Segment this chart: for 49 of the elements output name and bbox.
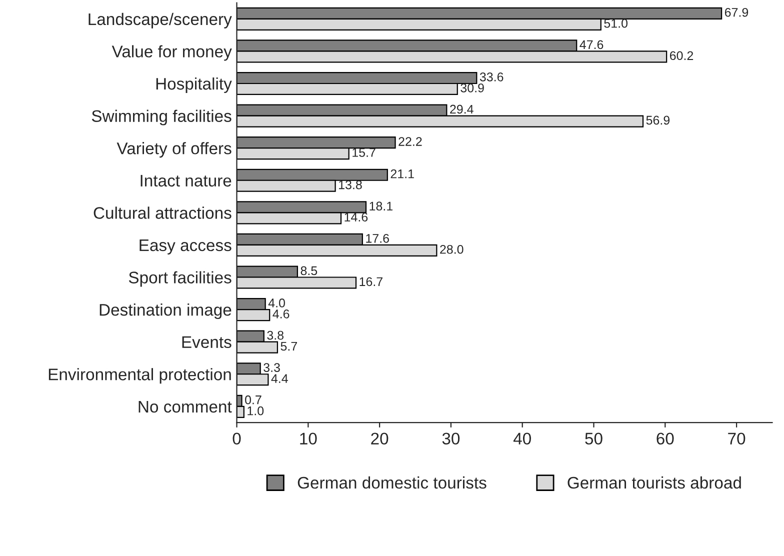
y-tick-label: Sport facilities [128, 271, 232, 287]
y-tick-label: Cultural attractions [94, 206, 232, 219]
data-label: 1.0 [248, 406, 264, 416]
x-tick-label: 10 [300, 432, 317, 445]
y-tick-label: Environmental protection [48, 368, 231, 384]
data-label: 51.0 [604, 18, 628, 28]
data-label: 14.6 [344, 212, 368, 222]
data-label: 3.3 [264, 363, 280, 372]
data-label: 47.6 [580, 40, 604, 50]
y-tick-label: Variety of offers [116, 142, 232, 158]
data-label: 29.4 [450, 104, 474, 114]
data-label: 21.1 [390, 169, 414, 178]
y-tick-label: Landscape/scenery [88, 12, 232, 28]
data-label: 8.5 [300, 266, 318, 276]
data-label: 4.0 [268, 298, 285, 308]
data-label: 18.1 [370, 202, 392, 211]
x-tick-label: 40 [513, 432, 531, 445]
y-tick-label: No comment [138, 400, 232, 413]
data-label: 13.8 [339, 180, 362, 190]
data-label: 30.9 [460, 84, 484, 92]
data-label: 67.9 [724, 8, 748, 17]
x-tick-label: 0 [232, 432, 241, 445]
data-label: 4.4 [271, 374, 288, 383]
data-label: 17.6 [366, 234, 389, 243]
data-label: 28.0 [440, 244, 464, 254]
x-tick-label: 50 [585, 432, 602, 445]
data-label: 4.6 [272, 310, 290, 318]
x-tick-label: 70 [728, 432, 746, 445]
data-label: 0.7 [245, 395, 262, 404]
data-label: 33.6 [480, 72, 504, 82]
y-tick-label: Intact nature [140, 174, 232, 187]
data-label: 16.7 [360, 277, 382, 286]
y-tick-label: Destination image [100, 304, 232, 320]
data-label: 56.9 [646, 116, 670, 125]
legend-label: German domestic tourists [298, 476, 486, 489]
y-tick-label: Swimming facilities [92, 110, 232, 126]
y-tick-label: Easy access [140, 240, 232, 254]
x-tick-label: 20 [371, 432, 388, 445]
data-label: 60.2 [670, 51, 694, 60]
x-tick-label: 60 [656, 432, 674, 445]
data-label: 22.2 [398, 137, 422, 146]
data-label: 15.7 [352, 148, 376, 157]
x-tick-label: 30 [442, 432, 460, 445]
y-tick-label: Events [182, 336, 232, 348]
data-label: 5.7 [280, 342, 297, 351]
legend-label: German tourists abroad [568, 476, 741, 489]
y-tick-label: Value for money [112, 45, 232, 61]
data-label: 3.8 [267, 330, 284, 340]
y-tick-label: Hospitality [156, 77, 232, 94]
